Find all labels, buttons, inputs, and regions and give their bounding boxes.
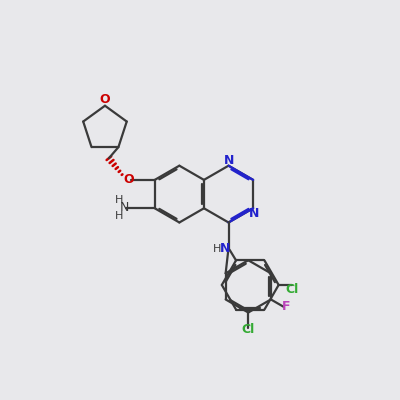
Text: F: F [282, 300, 290, 314]
Text: Cl: Cl [242, 323, 255, 336]
Text: N: N [220, 242, 230, 254]
Text: H: H [115, 195, 124, 205]
Text: H: H [115, 211, 124, 221]
Text: N: N [249, 206, 259, 220]
Text: O: O [123, 173, 134, 186]
Text: H: H [213, 244, 222, 254]
Text: Cl: Cl [286, 283, 299, 296]
Text: O: O [100, 93, 110, 106]
Text: N: N [224, 154, 234, 168]
Text: N: N [120, 201, 129, 214]
Bar [191, 226, 310, 344]
